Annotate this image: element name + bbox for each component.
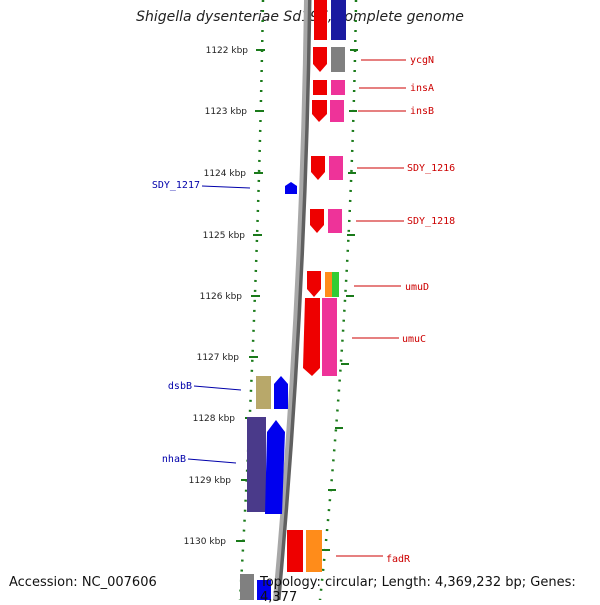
gene-block-fadR-red [287,530,303,572]
gene-label-insB: insB [410,106,434,117]
tick-label: 1128 kbp [193,414,236,424]
tick-label: 1122 kbp [206,46,249,56]
gene-arrow-SDY_1218-pink [328,209,342,233]
tick-label: 1130 kbp [184,537,227,547]
map-title: Shigella dysenteriae Sd197, complete gen… [136,9,464,25]
backbone [273,0,308,600]
gene-arrow-SDY_1217 [285,182,297,194]
gene-block-fadR-orange [306,530,322,572]
gene-arrow-insA-pink [331,80,345,95]
gene-block-ycgN-gray [331,47,345,72]
gene-label-nhaB: nhaB [162,454,186,465]
gene-label-SDY_1218: SDY_1218 [407,216,455,227]
gene-arrow-dsbB-blue [274,376,288,409]
gene-arrow-insB-red [312,100,327,122]
gene-block-top-navy [331,0,346,40]
gene-label-SDY_1217: SDY_1217 [152,180,200,191]
gene-label-fadR: fadR [386,554,411,565]
tick-1124: 1124 kbp [204,169,356,179]
gene-arrow-SDY_1216-red [311,156,325,180]
tick-1123: 1123 kbp [205,107,357,117]
gene-arrow-insB-pink [330,100,344,122]
scale-ticks: 1122 kbp 1123 kbp 1124 kbp 1125 kbp 1126… [184,46,358,551]
tick-1130: 1130 kbp [184,537,330,551]
gene-label-umuD: umuD [405,282,429,293]
tick-label: 1127 kbp [197,353,240,363]
tick-1126: 1126 kbp [200,292,354,302]
tick-label: 1124 kbp [204,169,247,179]
gene-label-umuC: umuC [402,334,426,345]
gene-block-umuD-green [332,272,339,297]
gene-block-bottom-blue [257,580,271,600]
tick-1128: 1128 kbp [193,414,343,429]
right-gene-labels: ycgN insA insB SDY_1216 SDY_1218 umuD um… [336,55,455,565]
tick-1127: 1127 kbp [197,353,349,365]
gene-block-umuD-orange [325,272,332,297]
gene-arrow-nhaB-blue [265,420,285,514]
tick-1122: 1122 kbp [206,46,358,56]
gene-arrow-ycgN [313,47,327,72]
gene-label-insA: insA [410,83,434,94]
gene-arrow-SDY_1216-pink [329,156,343,180]
gene-label-dsbB: dsbB [168,381,192,392]
right-dotted-boundary [318,0,358,600]
left-dotted-boundary [238,0,265,600]
accession-text: Accession: NC_007606 [9,575,157,590]
gene-label-ycgN: ycgN [410,55,434,66]
gene-label-SDY_1216: SDY_1216 [407,163,455,174]
gene-block-dsbB [256,376,271,409]
gene-arrow-insA-red [313,80,327,95]
tick-label: 1126 kbp [200,292,243,302]
gene-block-nhaB-purple [247,417,266,512]
gene-arrow-umuD-red [307,271,321,297]
gene-block-bottom-gray [240,574,254,600]
tick-label: 1129 kbp [189,476,232,486]
tick-label: 1123 kbp [205,107,248,117]
gene-block-top-red [314,0,327,40]
topology-text: Topology: circular; Length: 4,369,232 bp… [260,575,576,605]
tick-label: 1125 kbp [203,231,246,241]
gene-arrow-umuC-red [303,298,320,376]
tick-1125: 1125 kbp [203,231,355,241]
left-gene-labels: SDY_1217 dsbB nhaB [152,180,251,465]
gene-arrow-SDY_1218-red [310,209,324,233]
gene-block-umuC-pink [322,298,337,376]
